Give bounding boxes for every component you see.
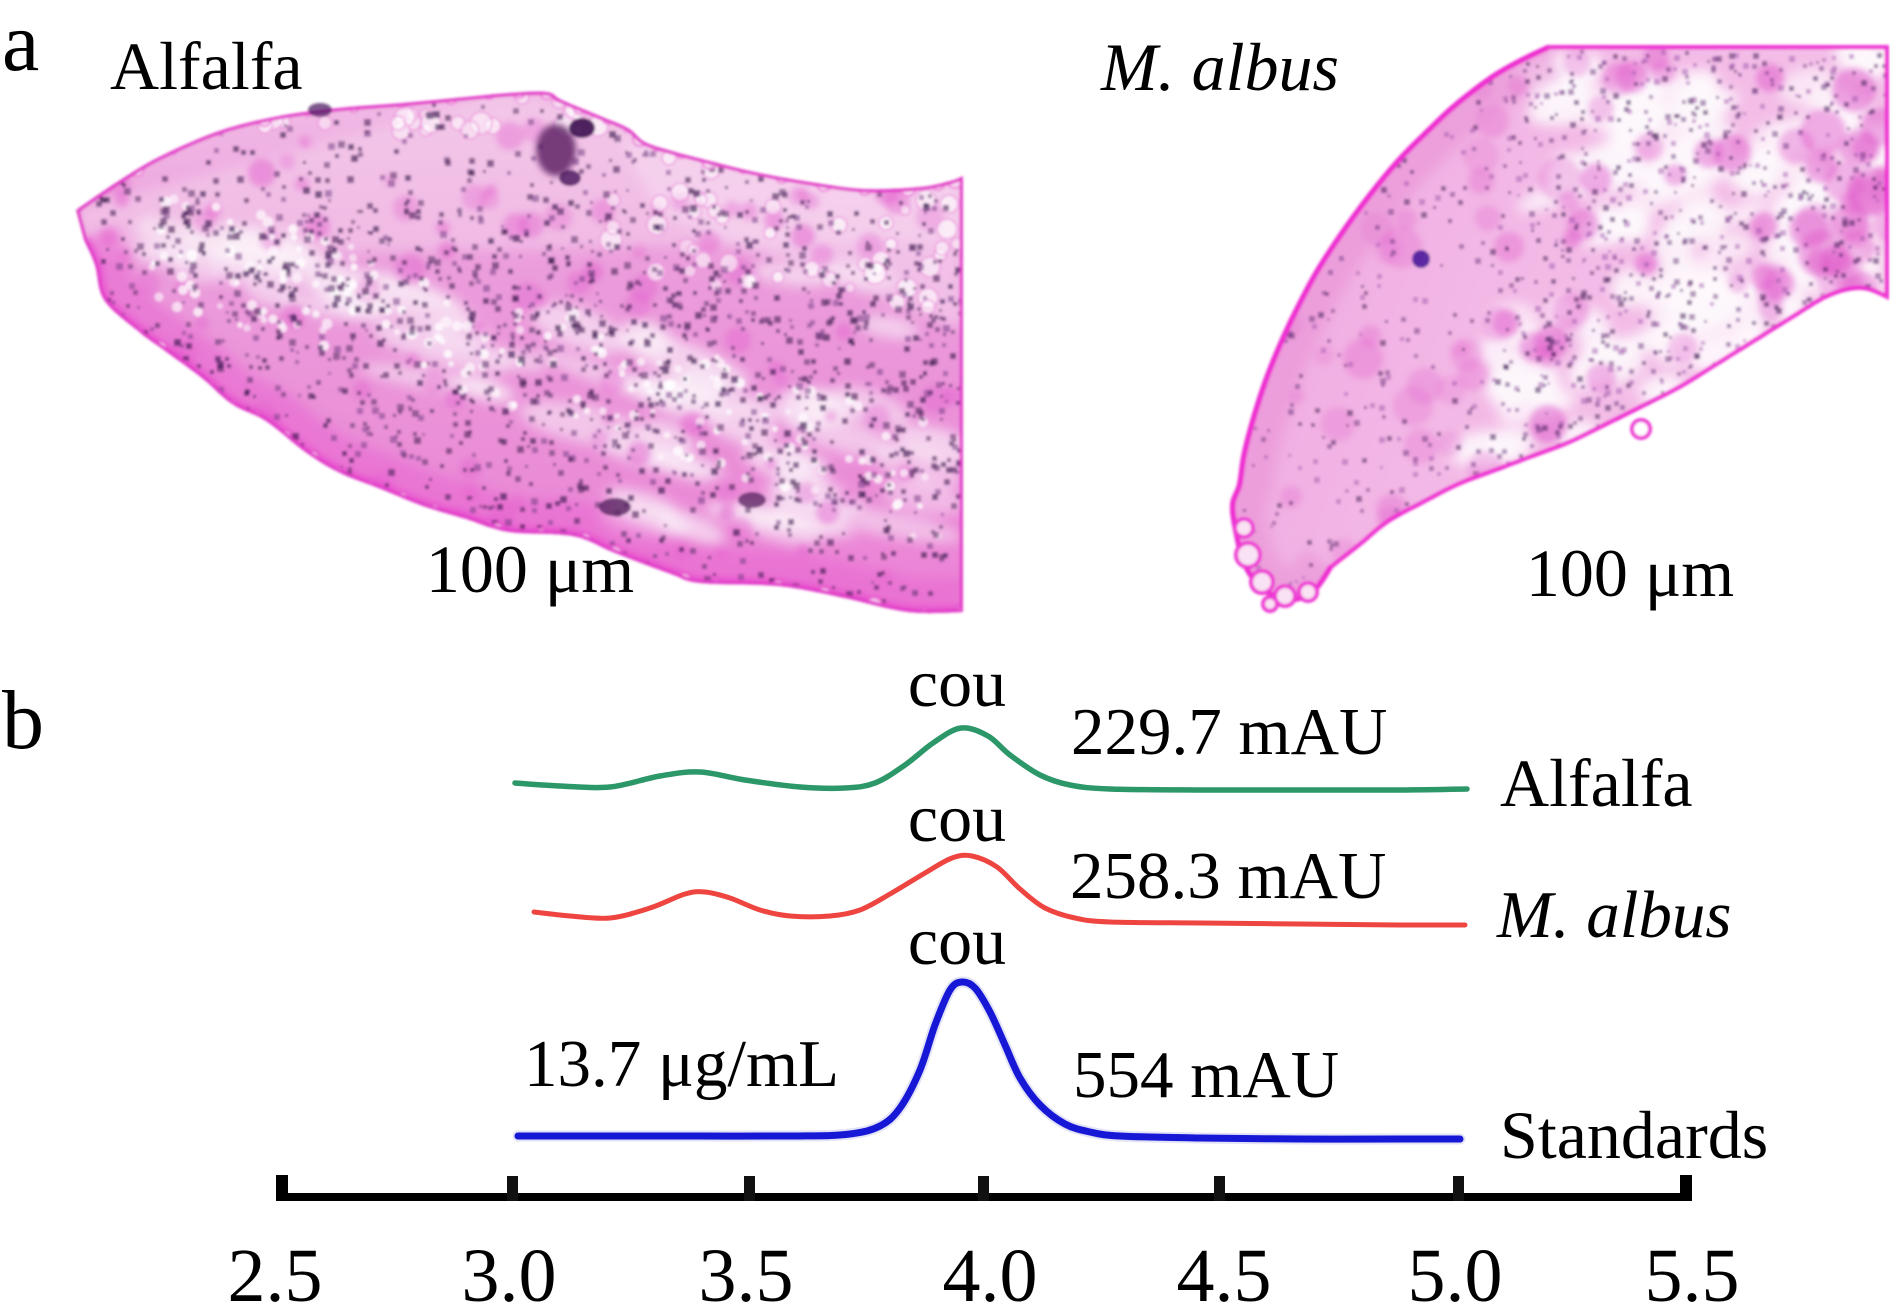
svg-text:229.7 mAU: 229.7 mAU	[1071, 695, 1387, 769]
svg-text:cou: cou	[908, 780, 1006, 856]
svg-text:cou: cou	[908, 645, 1006, 721]
svg-text:M. albus: M. albus	[1100, 29, 1339, 105]
svg-text:5.5: 5.5	[1645, 1234, 1740, 1314]
svg-text:5.0: 5.0	[1408, 1234, 1503, 1314]
svg-text:258.3 mAU: 258.3 mAU	[1070, 839, 1386, 913]
svg-text:Alfalfa: Alfalfa	[110, 28, 303, 104]
svg-text:4.0: 4.0	[943, 1234, 1038, 1314]
svg-text:Standards: Standards	[1500, 1097, 1768, 1173]
svg-text:Alfalfa: Alfalfa	[1500, 745, 1693, 821]
svg-text:3.5: 3.5	[699, 1234, 794, 1314]
svg-text:4.5: 4.5	[1177, 1234, 1272, 1314]
svg-text:13.7 μg/mL: 13.7 μg/mL	[524, 1027, 839, 1101]
svg-text:2.5: 2.5	[228, 1234, 323, 1314]
svg-text:100 μm: 100 μm	[1526, 535, 1734, 611]
svg-text:M. albus: M. albus	[1496, 878, 1732, 952]
svg-text:100 μm: 100 μm	[426, 531, 634, 607]
svg-text:554 mAU: 554 mAU	[1073, 1038, 1339, 1112]
svg-text:b: b	[2, 674, 44, 767]
svg-text:cou: cou	[908, 903, 1006, 979]
svg-text:a: a	[2, 0, 39, 89]
svg-text:3.0: 3.0	[462, 1234, 557, 1314]
